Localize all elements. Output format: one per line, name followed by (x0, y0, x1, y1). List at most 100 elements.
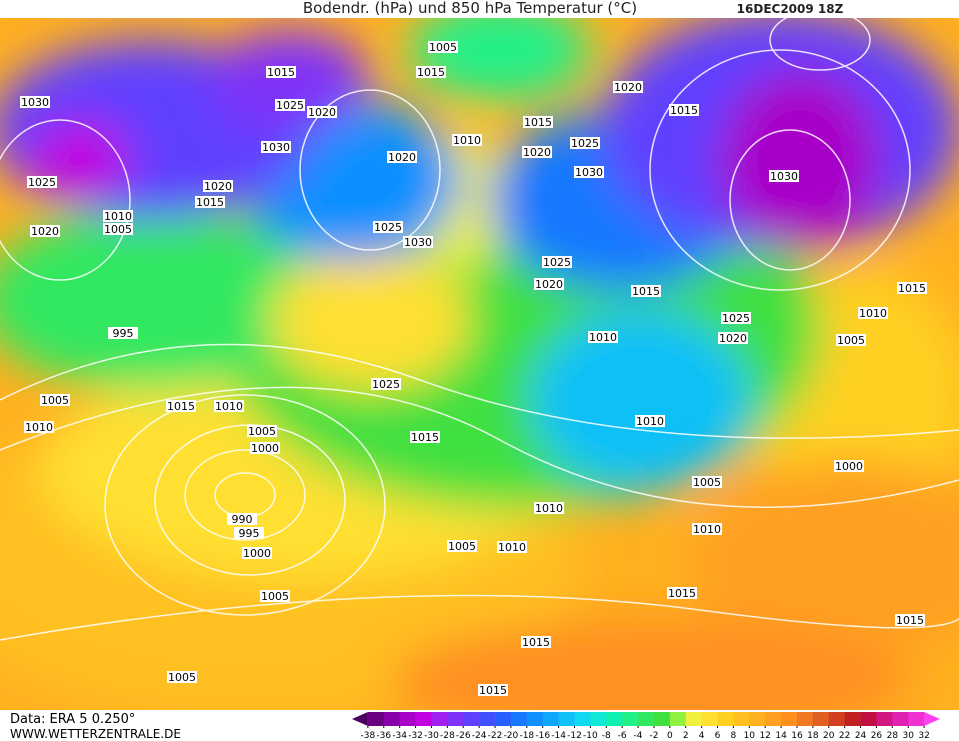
isobar-label: 1015 (417, 66, 445, 79)
isobar-label-bg (227, 513, 257, 525)
colorbar-segment (669, 712, 687, 726)
colorbar-label: 14 (775, 731, 787, 741)
isobar-label: 1005 (448, 540, 476, 553)
isobar-label: 1015 (196, 196, 224, 209)
isobar-label-bg (261, 141, 291, 153)
colorbar-label: 26 (871, 731, 883, 741)
colorbar-segment (749, 712, 766, 726)
colorbar-label: -38 (361, 731, 376, 741)
colorbar-label: 20 (823, 731, 835, 741)
isobar-label: 1010 (215, 400, 243, 413)
isobar-lines (0, 18, 959, 641)
colorbar-label: -20 (504, 731, 519, 741)
title-bar (0, 0, 959, 18)
colorbar-label: 32 (918, 731, 929, 741)
isobar-label: 1010 (104, 210, 132, 223)
colorbar-arrow (924, 712, 940, 726)
colorbar-label: -4 (634, 731, 643, 741)
data-source: Data: ERA 5 0.250° (10, 712, 135, 727)
isobar-label: 1015 (670, 104, 698, 117)
isobar-label: 1030 (404, 236, 432, 249)
colorbar-label: 22 (839, 731, 850, 741)
colorbar-label: 16 (791, 731, 803, 741)
isobar-label: 1010 (636, 415, 664, 428)
isobar-label-bg (387, 151, 417, 163)
colorbar-label: -10 (583, 731, 598, 741)
colorbar-segment (844, 712, 861, 726)
isobar-label-bg (669, 104, 699, 116)
colorbar-segment (495, 712, 512, 726)
isobar-label-bg (24, 421, 54, 433)
colorbar-label: 6 (715, 731, 721, 741)
colorbar-segment (574, 712, 591, 726)
isobar-label: 995 (239, 527, 260, 540)
isobar-label-bg (20, 96, 50, 108)
isobar-label-bg (203, 180, 233, 192)
colorbar-label: -26 (456, 731, 471, 741)
isobar-label: 1015 (668, 587, 696, 600)
colorbar-segment (876, 712, 893, 726)
colorbar-segment (701, 712, 718, 726)
isobar-label-bg (858, 307, 888, 319)
colorbar-segment (860, 712, 877, 726)
isobar-label: 1010 (535, 502, 563, 515)
isobar-label-bg (588, 331, 618, 343)
isobar-label-bg (27, 176, 57, 188)
isobar-label-bg (250, 442, 280, 454)
isobar-label-bg (371, 378, 401, 390)
isobar-label: 1020 (535, 278, 563, 291)
colorbar-segment (812, 712, 830, 726)
colorbar-segment (781, 712, 798, 726)
isobar-label: 1005 (248, 425, 276, 438)
colorbar-segment (479, 712, 496, 726)
isobar-label: 1020 (388, 151, 416, 164)
map-title: Bodendr. (hPa) und 850 hPa Temperatur (°… (303, 0, 637, 17)
isobar-label: 1010 (859, 307, 887, 320)
colorbar-segment (796, 712, 814, 726)
colorbar-segment (638, 712, 655, 726)
colorbar-label: -18 (519, 731, 534, 741)
isobar-label-bg (167, 671, 197, 683)
isobar-label: 1015 (524, 116, 552, 129)
colorbar-label: -2 (649, 731, 658, 741)
isobar-label-bg (635, 415, 665, 427)
colorbar-label: 18 (807, 731, 819, 741)
isobar-label-bg (260, 590, 290, 602)
isobar-label-bg (631, 285, 661, 297)
colorbar-segment (733, 712, 750, 726)
isobar-label: 1015 (411, 431, 439, 444)
colorbar-segment (685, 712, 702, 726)
isobar-label-bg (447, 540, 477, 552)
isobar-label: 1010 (589, 331, 617, 344)
isobar-label-bg (613, 81, 643, 93)
isobar-label-bg (534, 278, 564, 290)
isobar-label: 1030 (262, 141, 290, 154)
website: WWW.WETTERZENTRALE.DE (10, 727, 181, 741)
isobar-label: 1010 (693, 523, 721, 536)
isobar-label: 1015 (632, 285, 660, 298)
isobar-label-bg (692, 476, 722, 488)
isobar-label: 1025 (374, 221, 402, 234)
isobar-label: 1030 (770, 170, 798, 183)
colorbar-label: -12 (567, 731, 582, 741)
colorbar-segment (590, 712, 607, 726)
colorbar-segment (892, 712, 909, 726)
isobar-label: 1010 (498, 541, 526, 554)
isobar-label: 1015 (167, 400, 195, 413)
colorbar-label: -16 (535, 731, 550, 741)
colorbar-segment (765, 712, 782, 726)
isobar-label-bg (574, 166, 604, 178)
isobar-label-bg (834, 460, 864, 472)
isobar-label-bg (234, 527, 264, 539)
isobar-label: 1005 (168, 671, 196, 684)
isobar-label: 1020 (719, 332, 747, 345)
map-date: 16DEC2009 18Z (737, 2, 844, 16)
isobar-label: 1025 (276, 99, 304, 112)
colorbar-label: -34 (392, 731, 407, 741)
isobar-label-bg (275, 99, 305, 111)
isobar-label-bg (416, 66, 446, 78)
colorbar-label: 24 (855, 731, 867, 741)
colorbar-segment (367, 712, 385, 726)
isobar-label-bg (166, 400, 196, 412)
